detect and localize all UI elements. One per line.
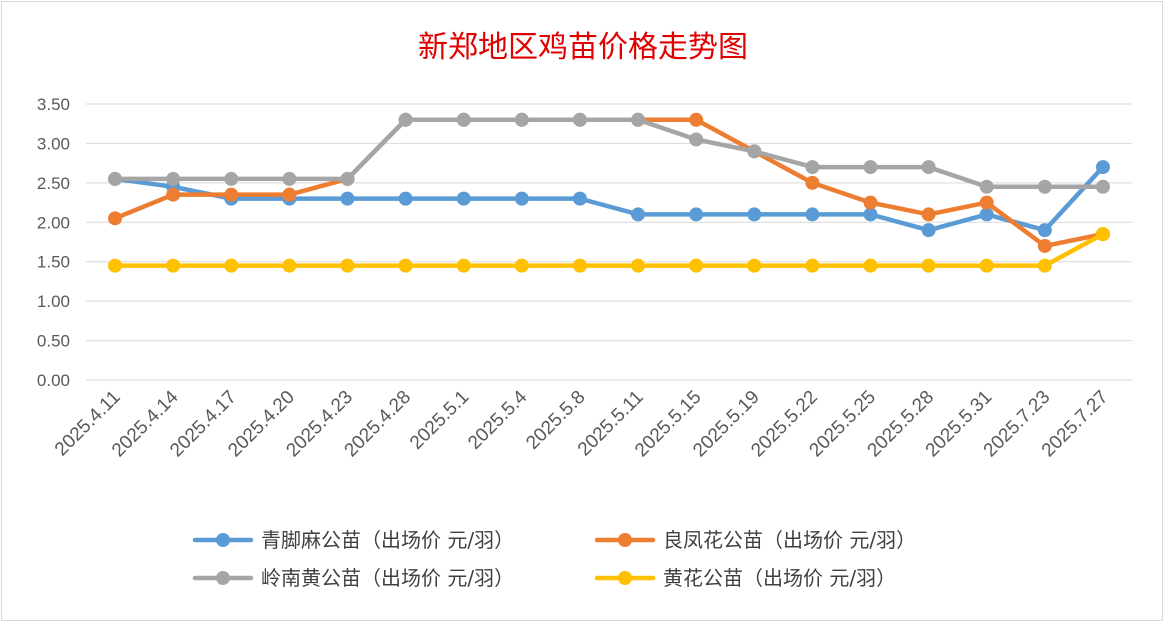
data-point (572, 112, 587, 127)
legend-item: 黄花公苗（出场价 元/羽） (594, 566, 896, 590)
data-point (979, 207, 994, 222)
data-point (863, 258, 878, 273)
data-point (805, 258, 820, 273)
series-line (112, 164, 1106, 233)
data-point (514, 112, 529, 127)
y-tick-label: 3.50 (37, 95, 70, 114)
data-point (921, 207, 936, 222)
data-point (747, 258, 762, 273)
data-point (282, 258, 297, 273)
chart-title: 新郑地区鸡苗价格走势图 (418, 30, 748, 65)
series (108, 112, 1110, 273)
x-tick-label: 2025.5.1 (406, 387, 473, 454)
legend-marker (216, 571, 230, 585)
data-point (108, 171, 123, 186)
data-point (108, 258, 123, 273)
series-1 (108, 160, 1110, 238)
data-point (1037, 238, 1052, 253)
data-point (979, 179, 994, 194)
data-point (805, 207, 820, 222)
data-point (689, 112, 704, 127)
data-point (166, 258, 181, 273)
data-point (224, 171, 239, 186)
data-point (166, 171, 181, 186)
legend-marker (216, 533, 230, 547)
data-point (979, 258, 994, 273)
data-point (1095, 227, 1110, 242)
data-point (689, 207, 704, 222)
data-point (689, 132, 704, 147)
data-point (166, 187, 181, 202)
data-point (863, 160, 878, 175)
data-point (456, 191, 471, 206)
legend: 青脚麻公苗（出场价 元/羽） 良凤花公苗（出场价 元/羽） 岭南黄公苗（出场价 元/… (192, 528, 916, 590)
data-point (1037, 258, 1052, 273)
legend-marker (618, 571, 632, 585)
series-line (112, 231, 1106, 268)
data-point (572, 258, 587, 273)
data-point (398, 112, 413, 127)
data-point (108, 211, 123, 226)
y-tick-label: 2.50 (37, 174, 70, 193)
data-point (863, 207, 878, 222)
data-point (398, 258, 413, 273)
legend-label: 青脚麻公苗（出场价 元/羽） (261, 528, 514, 552)
data-point (456, 258, 471, 273)
data-point (921, 160, 936, 175)
data-point (805, 160, 820, 175)
legend-label: 岭南黄公苗（出场价 元/羽） (261, 566, 514, 590)
data-point (689, 258, 704, 273)
y-tick-label: 0.00 (37, 371, 70, 390)
data-point (921, 223, 936, 238)
data-point (1095, 179, 1110, 194)
data-point (340, 171, 355, 186)
data-point (631, 258, 646, 273)
data-point (1095, 160, 1110, 175)
legend-item: 青脚麻公苗（出场价 元/羽） (192, 528, 514, 552)
data-point (398, 191, 413, 206)
legend-item: 岭南黄公苗（出场价 元/羽） (192, 566, 514, 590)
legend-label: 良凤花公苗（出场价 元/羽） (663, 528, 916, 552)
y-tick-label: 0.50 (37, 332, 70, 351)
data-point (282, 171, 297, 186)
data-point (224, 258, 239, 273)
series-line (112, 117, 1106, 190)
data-point (631, 112, 646, 127)
x-axis-ticks: 2025.4.112025.4.142025.4.172025.4.202025… (51, 386, 1113, 461)
legend-item: 良凤花公苗（出场价 元/羽） (594, 528, 916, 552)
data-point (514, 258, 529, 273)
data-point (805, 175, 820, 190)
y-tick-label: 2.00 (37, 213, 70, 232)
legend-label: 黄花公苗（出场价 元/羽） (663, 566, 896, 590)
y-axis-ticks: 0.00 0.50 1.00 1.50 2.00 2.50 3.00 3.50 (37, 95, 70, 390)
y-tick-label: 1.50 (37, 253, 70, 272)
y-tick-label: 3.00 (37, 134, 70, 153)
gridlines (86, 103, 1132, 381)
data-point (747, 207, 762, 222)
data-point (631, 207, 646, 222)
data-point (863, 195, 878, 210)
x-tick-label: 2025.5.4 (464, 386, 531, 453)
data-point (572, 191, 587, 206)
data-point (747, 144, 762, 159)
data-point (514, 191, 529, 206)
data-point (979, 195, 994, 210)
data-point (1037, 223, 1052, 238)
series-3 (108, 112, 1110, 194)
data-point (921, 258, 936, 273)
y-tick-label: 1.00 (37, 292, 70, 311)
data-point (224, 187, 239, 202)
data-point (456, 112, 471, 127)
legend-marker (618, 533, 632, 547)
series-4 (108, 227, 1110, 273)
data-point (282, 187, 297, 202)
data-point (340, 258, 355, 273)
data-point (340, 191, 355, 206)
data-point (1037, 179, 1052, 194)
